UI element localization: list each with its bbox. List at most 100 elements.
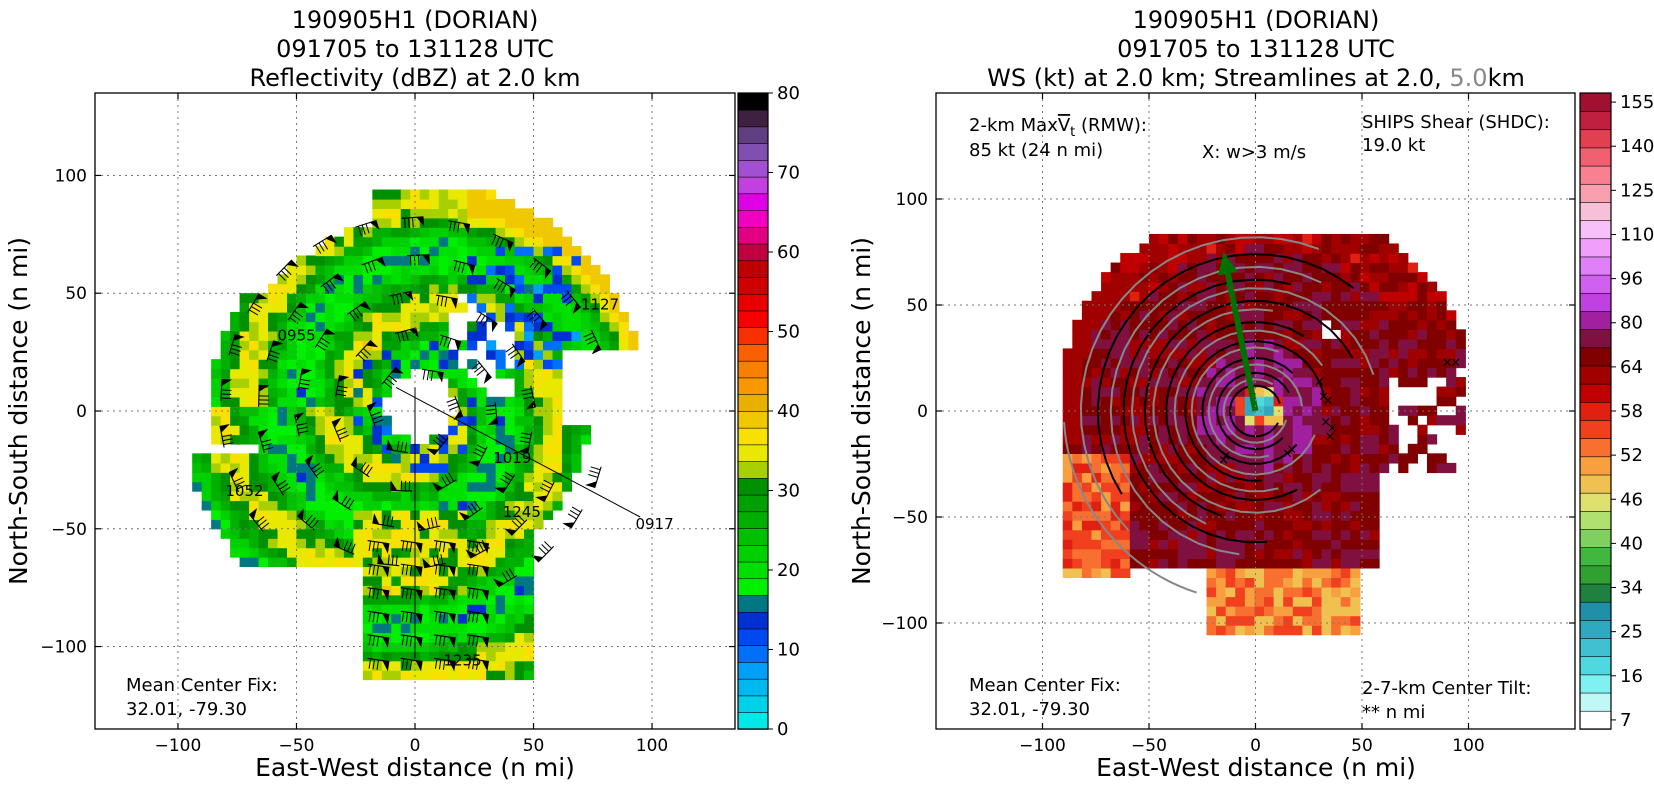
windspeed-cell xyxy=(1225,243,1236,254)
windspeed-cell xyxy=(1129,558,1141,569)
wind-barb-flag xyxy=(463,223,471,235)
windspeed-cell xyxy=(1101,396,1112,407)
windspeed-cell xyxy=(1254,310,1265,321)
reflectivity-cell xyxy=(287,509,298,520)
reflectivity-cell xyxy=(571,330,582,341)
reflectivity-cell xyxy=(543,330,554,341)
windspeed-cell xyxy=(1369,348,1380,359)
reflectivity-cell xyxy=(372,453,383,464)
reflectivity-cell xyxy=(457,632,468,643)
reflectivity-cell xyxy=(268,387,279,398)
right-colorbar-segment xyxy=(1579,437,1612,458)
reflectivity-cell xyxy=(467,481,478,492)
reflectivity-cell xyxy=(334,368,345,379)
wind-barb-feather xyxy=(541,483,552,489)
reflectivity-cell xyxy=(448,387,459,398)
windspeed-cell xyxy=(1311,605,1323,617)
windspeed-cell xyxy=(1311,596,1323,607)
windspeed-cell xyxy=(1254,272,1265,283)
windspeed-cell xyxy=(1129,539,1141,550)
windspeed-cell xyxy=(1302,453,1313,464)
wind-barb-feather xyxy=(434,658,438,669)
reflectivity-cell xyxy=(419,566,430,577)
reflectivity-cell xyxy=(400,368,411,379)
windspeed-cell xyxy=(1426,367,1438,378)
reflectivity-cell xyxy=(495,670,506,681)
windspeed-cell xyxy=(1072,491,1083,502)
windspeed-cell xyxy=(1129,253,1141,264)
reflectivity-cell xyxy=(476,547,487,558)
windspeed-cell xyxy=(1168,329,1179,340)
windspeed-cell xyxy=(1321,310,1332,321)
right-x-tick-label: −50 xyxy=(1131,736,1167,756)
reflectivity-cell xyxy=(353,556,364,568)
wind-barb-feather xyxy=(500,478,510,485)
windspeed-cell xyxy=(1311,510,1323,521)
windspeed-cell xyxy=(1101,539,1112,550)
windspeed-cell xyxy=(1283,243,1294,254)
reflectivity-cell xyxy=(533,406,544,417)
windspeed-cell xyxy=(1129,329,1141,340)
windspeed-cell xyxy=(1168,491,1179,502)
windspeed-cell xyxy=(1407,357,1418,369)
reflectivity-cell xyxy=(552,264,563,275)
reflectivity-cell xyxy=(561,481,573,492)
reflectivity-cell xyxy=(211,519,222,530)
windspeed-cell xyxy=(1359,396,1371,407)
windspeed-cell xyxy=(1110,338,1121,350)
reflectivity-cell xyxy=(372,509,383,520)
windspeed-cell xyxy=(1120,491,1131,502)
wind-barb-feather xyxy=(368,588,372,599)
reflectivity-cell xyxy=(343,396,354,407)
windspeed-cell xyxy=(1120,472,1131,483)
reflectivity-cell xyxy=(457,613,468,624)
wind-barb-feather xyxy=(405,612,409,623)
left-x-tick-label: 100 xyxy=(636,736,668,756)
reflectivity-cell xyxy=(296,274,307,285)
wind-barb-feather xyxy=(291,313,301,321)
reflectivity-cell xyxy=(324,283,336,294)
reflectivity-cell xyxy=(391,340,402,351)
windspeed-cell xyxy=(1120,567,1131,579)
reflectivity-cell xyxy=(505,472,516,483)
windspeed-cell xyxy=(1235,462,1246,474)
windspeed-cell xyxy=(1321,262,1332,273)
reflectivity-cell xyxy=(315,538,326,549)
windspeed-cell xyxy=(1273,253,1284,264)
reflectivity-cell xyxy=(296,528,307,539)
wind-barb-flag xyxy=(491,319,498,333)
reflectivity-cell xyxy=(353,481,364,492)
reflectivity-cell xyxy=(372,528,383,539)
reflectivity-cell xyxy=(201,481,212,492)
reflectivity-cell xyxy=(239,359,250,370)
reflectivity-cell xyxy=(343,368,354,379)
reflectivity-cell xyxy=(438,368,449,379)
reflectivity-cell xyxy=(287,519,298,530)
reflectivity-cell xyxy=(343,312,354,323)
reflectivity-cell xyxy=(381,481,392,492)
windspeed-cell xyxy=(1359,319,1371,330)
windspeed-cell xyxy=(1455,348,1466,359)
windspeed-cell xyxy=(1283,272,1294,283)
windspeed-cell xyxy=(1379,300,1390,311)
wind-barb-flag xyxy=(367,401,377,412)
reflectivity-cell xyxy=(334,472,345,483)
windspeed-cell xyxy=(1110,481,1121,493)
windspeed-cell xyxy=(1244,357,1256,369)
reflectivity-cell xyxy=(372,651,383,662)
windspeed-cell xyxy=(1129,415,1141,426)
reflectivity-cell xyxy=(258,321,269,332)
windspeed-cell xyxy=(1081,558,1093,569)
reflectivity-cell xyxy=(381,340,392,351)
reflectivity-cell xyxy=(448,491,459,502)
windspeed-cell xyxy=(1216,338,1227,350)
windspeed-cell xyxy=(1158,367,1169,378)
windspeed-cell xyxy=(1273,272,1284,283)
reflectivity-cell xyxy=(239,434,250,445)
reflectivity-cell xyxy=(524,462,535,473)
flight-time-label: 0917 xyxy=(635,515,673,533)
windspeed-cell xyxy=(1331,558,1342,569)
windspeed-cell xyxy=(1273,424,1284,435)
reflectivity-cell xyxy=(362,246,373,257)
wind-barb-feather xyxy=(472,659,475,670)
